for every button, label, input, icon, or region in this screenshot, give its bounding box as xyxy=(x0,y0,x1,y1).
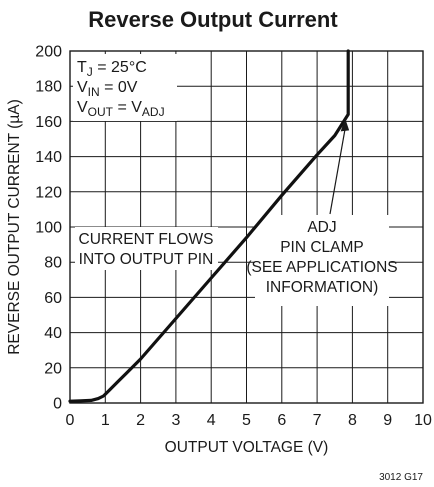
clamp-arrow-head xyxy=(340,118,350,132)
y-tick-label: 40 xyxy=(44,325,62,342)
y-tick-label: 140 xyxy=(35,149,62,166)
y-tick-label: 100 xyxy=(35,220,62,237)
x-tick-label: 4 xyxy=(207,412,216,429)
x-tick-label: 5 xyxy=(242,412,251,429)
condition-line: VOUT = VADJ xyxy=(77,99,165,119)
y-tick-label: 160 xyxy=(35,114,62,131)
x-tick-label: 2 xyxy=(136,412,145,429)
flow-note-background xyxy=(75,227,218,270)
y-tick-label: 180 xyxy=(35,79,62,96)
x-tick-label: 8 xyxy=(348,412,357,429)
x-tick-label: 10 xyxy=(414,412,432,429)
flow-note-line: CURRENT FLOWS xyxy=(79,231,214,248)
y-tick-label: 60 xyxy=(44,290,62,307)
clamp-note-line: (SEE APPLICATIONS xyxy=(246,259,397,276)
figure-code: 3012 G17 xyxy=(379,472,423,483)
clamp-arrow-line xyxy=(329,128,346,215)
x-tick-label: 9 xyxy=(383,412,392,429)
x-tick-label: 7 xyxy=(313,412,322,429)
annotation-backgrounds xyxy=(73,54,389,306)
x-tick-label: 6 xyxy=(277,412,286,429)
annotations: CURRENT FLOWS INTO OUTPUT PIN ADJ PIN CLAMP… xyxy=(79,118,398,296)
y-tick-label: 20 xyxy=(44,360,62,377)
y-tick-label: 0 xyxy=(53,396,62,413)
y-axis-label: REVERSE OUTPUT CURRENT (µA) xyxy=(6,99,23,355)
series-line xyxy=(68,49,350,403)
series xyxy=(68,49,350,403)
y-tick-label: 120 xyxy=(35,184,62,201)
x-tick-label: 1 xyxy=(101,412,110,429)
chart-title: Reverse Output Current xyxy=(88,7,338,32)
x-tick-label: 3 xyxy=(171,412,180,429)
clamp-note-line: ADJ xyxy=(307,219,336,236)
flow-note-line: INTO OUTPUT PIN xyxy=(79,251,214,268)
x-axis-label: OUTPUT VOLTAGE (V) xyxy=(165,439,329,456)
condition-line: TJ = 25°C xyxy=(77,59,147,79)
x-tick-label: 0 xyxy=(66,412,75,429)
condition-line: VIN = 0V xyxy=(77,79,138,99)
conditions-background xyxy=(73,54,177,121)
clamp-note-line: INFORMATION) xyxy=(266,279,379,296)
plot-frame xyxy=(69,50,424,404)
clamp-note-line: PIN CLAMP xyxy=(280,239,364,256)
y-tick-label: 80 xyxy=(44,255,62,272)
y-tick-label: 200 xyxy=(35,44,62,61)
clamp-note-background xyxy=(255,215,389,306)
